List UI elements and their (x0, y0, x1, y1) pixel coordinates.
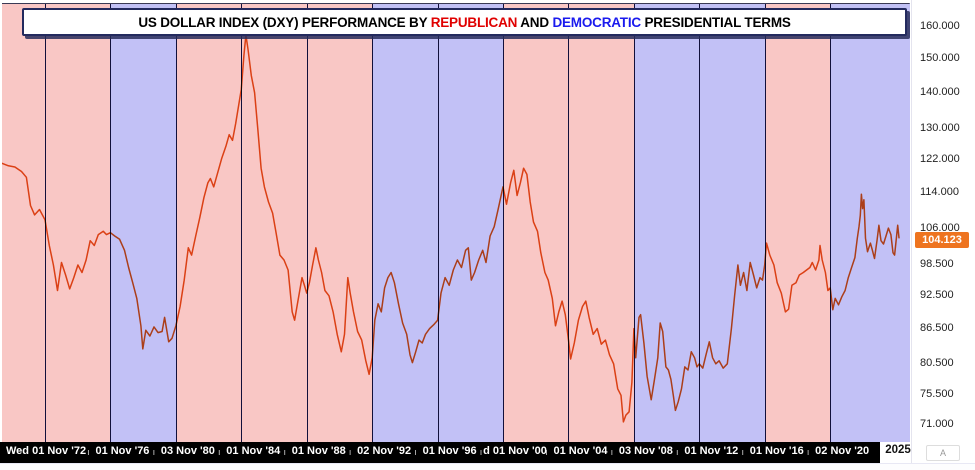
y-axis-tick: 130.000 (920, 121, 960, 134)
dxy-price-line (2, 34, 900, 423)
x-axis-separator: ı (414, 447, 417, 457)
x-axis-tick: 03 Nov '80 (160, 445, 215, 457)
x-axis-separator: ı (348, 447, 352, 457)
x-axis-separator: ı (806, 447, 810, 457)
x-axis-tick: 01 Nov '76 (95, 445, 150, 457)
bottom-margin (0, 463, 975, 470)
x-axis-tick: 01 Nov '84 (226, 445, 281, 457)
chart-title: US DOLLAR INDEX (DXY) PERFORMANCE BY REP… (138, 14, 791, 30)
y-axis-tick: 160.000 (920, 20, 960, 33)
term-band-democratic (372, 4, 438, 442)
y-axis-tick: 140.000 (920, 85, 960, 98)
y-axis-tick: 122.000 (920, 153, 960, 166)
x-axis-separator: ı (676, 447, 679, 457)
y-axis-tick: 92.500 (920, 288, 954, 301)
title-pre: US DOLLAR INDEX (DXY) PERFORMANCE BY (138, 14, 431, 30)
x-axis-separator: ı (741, 447, 744, 457)
x-axis-tick: Wed 01 Nov '72 (6, 445, 87, 457)
title-democratic: DEMOCRATIC (552, 14, 641, 30)
x-axis-tick: d 01 Nov '00 (483, 445, 547, 457)
term-band-republican (764, 4, 831, 442)
term-band-democratic (830, 4, 910, 442)
x-axis-separator: ı (218, 447, 221, 457)
x-axis-tick: 01 Nov '16 (749, 445, 804, 457)
term-band-republican (503, 4, 569, 442)
auto-scale-button[interactable]: A (926, 445, 960, 461)
dxy-line-path (2, 34, 900, 423)
term-band-democratic (437, 4, 504, 442)
term-band-democratic (699, 4, 765, 442)
time-axis-end-label: 2025 (885, 444, 911, 456)
term-band-republican (2, 4, 46, 442)
y-axis-tick: 75.500 (920, 388, 954, 401)
term-band-republican (175, 4, 242, 442)
title-mid: AND (517, 14, 553, 30)
x-axis-tick: 03 Nov '08 (618, 445, 673, 457)
last-price-badge: 104.123 (915, 231, 969, 248)
x-axis-separator: ı (479, 447, 483, 457)
chart-plot-area[interactable] (2, 3, 910, 442)
price-axis[interactable]: 104.123 160.000 150.000 140.000 130.000 122.… (911, 0, 975, 463)
term-band-republican (306, 4, 373, 442)
term-band-republican (568, 4, 634, 442)
title-republican: REPUBLICAN (430, 14, 518, 30)
x-axis-separator: ı (545, 447, 548, 457)
y-axis-tick: 86.500 (920, 321, 954, 334)
chart-title-box: US DOLLAR INDEX (DXY) PERFORMANCE BY REP… (22, 8, 907, 36)
x-axis-separator: ı (283, 447, 286, 457)
term-band-republican (45, 4, 111, 442)
y-axis-tick: 114.000 (920, 186, 959, 199)
x-axis-tick: 02 Nov '20 (815, 445, 870, 457)
y-axis-tick: 80.500 (920, 356, 954, 369)
x-axis-separator: ı (610, 447, 614, 457)
x-axis-tick: 01 Nov '12 (684, 445, 739, 457)
x-axis-separator: ı (87, 447, 90, 457)
x-axis-tick: 01 Nov '04 (553, 445, 608, 457)
y-axis-tick: 71.000 (920, 418, 954, 431)
title-post: PRESIDENTIAL TERMS (640, 14, 791, 30)
y-axis-tick: 106.000 (920, 222, 960, 234)
term-band-democratic (110, 4, 176, 442)
x-axis-tick: 02 Nov '92 (357, 445, 412, 457)
time-axis[interactable]: Wed 01 Nov '72 ı 01 Nov '76 ı 03 Nov '80 ı 01 … (0, 442, 880, 463)
x-axis-separator: ı (152, 447, 156, 457)
y-axis-tick: 98.500 (920, 257, 954, 270)
x-axis-tick: 01 Nov '96 (422, 445, 477, 457)
y-axis-tick: 150.000 (920, 51, 960, 64)
x-axis-tick: 01 Nov '88 (291, 445, 346, 457)
